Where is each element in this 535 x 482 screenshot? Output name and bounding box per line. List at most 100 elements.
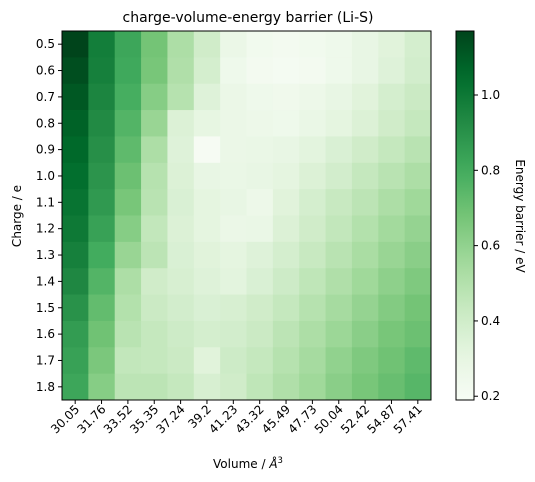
heatmap-cell xyxy=(114,57,142,85)
y-tick-label: 1.3 xyxy=(36,248,55,262)
heatmap-cell xyxy=(114,189,142,216)
heatmap-cell xyxy=(88,162,116,190)
heatmap-cell xyxy=(88,215,116,243)
heatmap-cell xyxy=(272,320,300,348)
heatmap-cell xyxy=(246,31,274,58)
heatmap-cell xyxy=(272,31,300,58)
heatmap-cell xyxy=(167,347,195,375)
heatmap-cell xyxy=(404,241,432,269)
heatmap-cell xyxy=(404,320,432,348)
heatmap-cell xyxy=(325,347,353,375)
heatmap-cell xyxy=(351,189,379,216)
heatmap-cell xyxy=(167,268,195,295)
heatmap-cell xyxy=(141,189,168,216)
heatmap-cell xyxy=(62,83,89,111)
y-tick-label: 1.6 xyxy=(36,327,55,341)
heatmap-cell xyxy=(220,83,247,111)
heatmap-cell xyxy=(141,215,168,243)
heatmap-cell xyxy=(325,294,353,322)
heatmap-cell xyxy=(220,268,247,295)
heatmap-cell xyxy=(141,294,168,322)
heatmap-cell xyxy=(62,31,89,58)
heatmap-cell xyxy=(88,268,116,295)
y-tick-label: 1.5 xyxy=(36,301,55,315)
heatmap-cell xyxy=(141,110,168,137)
y-tick-label: 0.9 xyxy=(36,143,55,157)
heatmap-cell xyxy=(299,320,326,348)
x-tick-label: 47.73 xyxy=(285,402,319,436)
heatmap-cell xyxy=(299,241,326,269)
heatmap-cell xyxy=(141,347,168,375)
heatmap-cell xyxy=(88,110,116,137)
heatmap-cell xyxy=(246,241,274,269)
heatmap-cell xyxy=(220,57,247,85)
heatmap-cell xyxy=(272,136,300,164)
heatmap-cell xyxy=(351,31,379,58)
heatmap-cell xyxy=(299,31,326,58)
heatmap-cell xyxy=(220,162,247,190)
heatmap-cell xyxy=(167,31,195,58)
heatmap-cell xyxy=(114,347,142,375)
heatmap-cell xyxy=(193,162,221,190)
heatmap-cell xyxy=(193,57,221,85)
heatmap-cell xyxy=(167,294,195,322)
y-tick-label: 1.4 xyxy=(36,274,55,288)
heatmap-cell xyxy=(299,215,326,243)
heatmap-cell xyxy=(114,241,142,269)
heatmap-cell xyxy=(167,57,195,85)
heatmap-cell xyxy=(167,110,195,137)
heatmap-cell xyxy=(325,162,353,190)
heatmap-cell xyxy=(193,189,221,216)
heatmap-cell xyxy=(246,347,274,375)
heatmap-cell xyxy=(404,268,432,295)
heatmap-cell xyxy=(272,57,300,85)
heatmap-cell xyxy=(325,83,353,111)
heatmap-cell xyxy=(220,373,247,401)
heatmap-cell xyxy=(299,294,326,322)
heatmap-cell xyxy=(114,294,142,322)
heatmap-cell xyxy=(220,215,247,243)
heatmap-cell xyxy=(378,136,406,164)
heatmap-cell xyxy=(246,162,274,190)
heatmap-cell xyxy=(246,83,274,111)
heatmap-cell xyxy=(325,189,353,216)
heatmap-cell xyxy=(62,136,89,164)
x-tick-label: 43.32 xyxy=(233,402,267,436)
heatmap-cell xyxy=(141,268,168,295)
colorbar-tick-label: 0.8 xyxy=(481,163,500,177)
heatmap-cell xyxy=(404,57,432,85)
y-tick-label: 0.5 xyxy=(36,37,55,51)
heatmap-cell xyxy=(378,320,406,348)
heatmap-cell xyxy=(220,31,247,58)
heatmap-cell xyxy=(299,57,326,85)
x-tick-label: 37.24 xyxy=(154,402,188,436)
heatmap-cell xyxy=(88,373,116,401)
heatmap-cell xyxy=(272,294,300,322)
heatmap-cell xyxy=(378,268,406,295)
y-tick-label: 0.8 xyxy=(36,116,55,130)
y-tick-label: 0.6 xyxy=(36,64,55,78)
heatmap-cell xyxy=(351,241,379,269)
heatmap-cell xyxy=(246,189,274,216)
heatmap-cell xyxy=(272,215,300,243)
heatmap-cell xyxy=(114,268,142,295)
heatmap-cell xyxy=(141,162,168,190)
heatmap-cell xyxy=(404,347,432,375)
heatmap-cell xyxy=(325,31,353,58)
heatmap-cell xyxy=(272,268,300,295)
heatmap-cell xyxy=(378,347,406,375)
heatmap-cell xyxy=(62,189,89,216)
x-axis-label: Volume / Å3 xyxy=(213,456,283,471)
heatmap-cell xyxy=(351,373,379,401)
heatmap-cell xyxy=(62,320,89,348)
y-tick-label: 1.7 xyxy=(36,353,55,367)
y-tick-label: 1.8 xyxy=(36,380,55,394)
heatmap-cell xyxy=(167,241,195,269)
x-tick-label: 52.42 xyxy=(338,402,372,436)
heatmap-cell xyxy=(299,373,326,401)
heatmap-cell xyxy=(114,373,142,401)
heatmap-cell xyxy=(351,320,379,348)
heatmap-cell xyxy=(141,83,168,111)
heatmap-cell xyxy=(246,136,274,164)
